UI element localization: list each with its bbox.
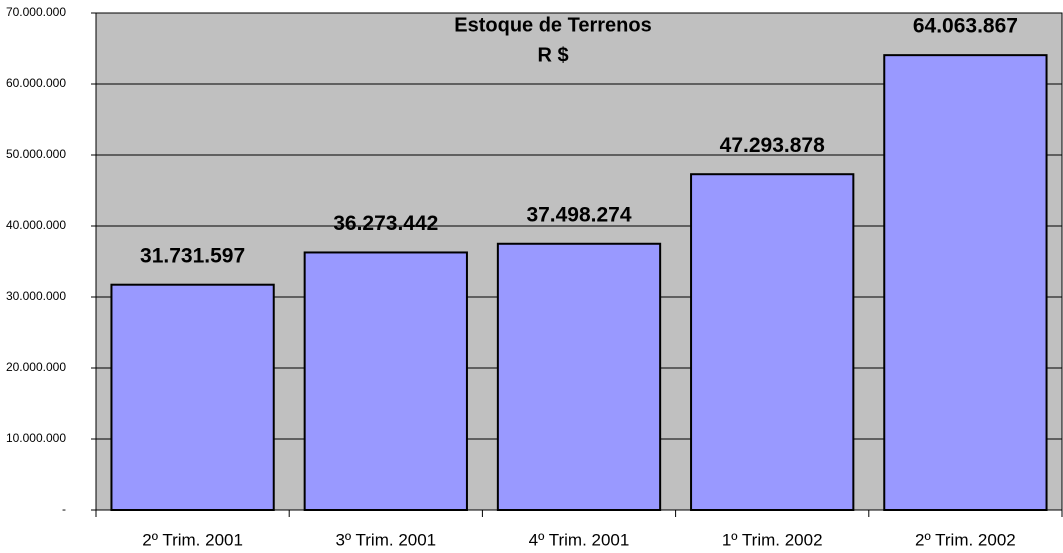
y-tick-label: 40.000.000 xyxy=(6,218,66,232)
bar xyxy=(883,54,1048,511)
x-tick-label: 4º Trim. 2001 xyxy=(529,530,630,549)
chart-title: Estoque de Terrenos xyxy=(454,14,651,36)
value-label: 47.293.878 xyxy=(720,134,825,157)
x-tick-label: 3º Trim. 2001 xyxy=(335,530,436,549)
y-tick-label: 70.000.000 xyxy=(6,5,66,19)
bar xyxy=(496,242,662,511)
x-tick-label: 2º Trim. 2001 xyxy=(142,530,243,549)
x-tick-label: 1º Trim. 2002 xyxy=(722,530,823,549)
y-tick-label: 30.000.000 xyxy=(6,289,66,303)
bar xyxy=(110,283,275,511)
y-tick-label: 10.000.000 xyxy=(6,431,66,445)
bar xyxy=(303,251,468,511)
value-label: 31.731.597 xyxy=(140,244,245,267)
y-tick-label: 50.000.000 xyxy=(6,147,66,161)
chart-subtitle: R $ xyxy=(537,44,568,66)
value-label: 37.498.274 xyxy=(526,203,631,226)
value-label: 36.273.442 xyxy=(333,212,438,235)
value-label: 64.063.867 xyxy=(913,15,1018,38)
x-tick-label: 2º Trim. 2002 xyxy=(915,530,1016,549)
y-tick-label: 60.000.000 xyxy=(6,76,66,90)
y-tick-label: 20.000.000 xyxy=(6,360,66,374)
y-tick-label: - xyxy=(62,502,66,516)
bar xyxy=(690,173,855,511)
